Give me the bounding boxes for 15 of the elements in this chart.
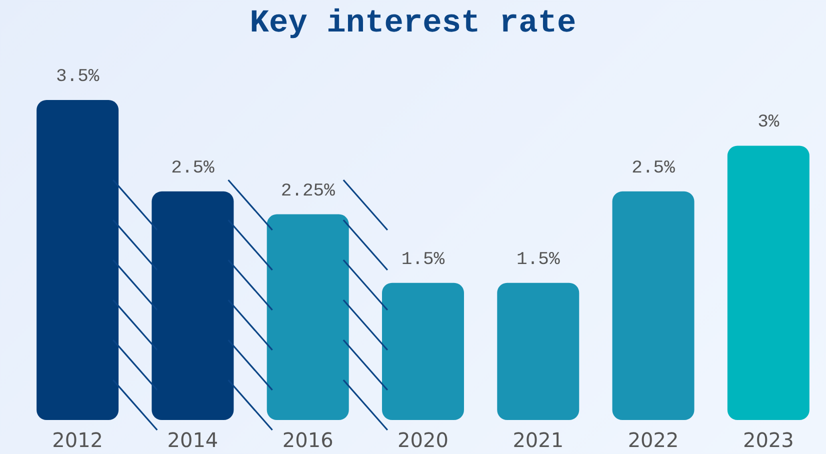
data-label: 1.5% [516, 250, 560, 270]
data-label: 1.5% [401, 250, 445, 270]
data-label: 2.5% [171, 158, 215, 178]
x-tick-label: 2014 [167, 428, 218, 452]
x-tick-label: 2021 [512, 428, 564, 452]
data-label: 3.5% [56, 67, 100, 87]
data-label: 2.5% [632, 158, 676, 178]
x-tick-label: 2022 [628, 428, 679, 452]
x-tick-label: 2023 [742, 428, 794, 452]
data-label: 2.25% [280, 181, 336, 202]
x-tick-label: 2020 [398, 428, 448, 452]
x-tick-label: 2016 [282, 428, 334, 452]
data-label: 3% [758, 112, 780, 133]
chart-title: Key interest rate [250, 4, 576, 42]
x-tick-label: 2012 [52, 428, 104, 452]
